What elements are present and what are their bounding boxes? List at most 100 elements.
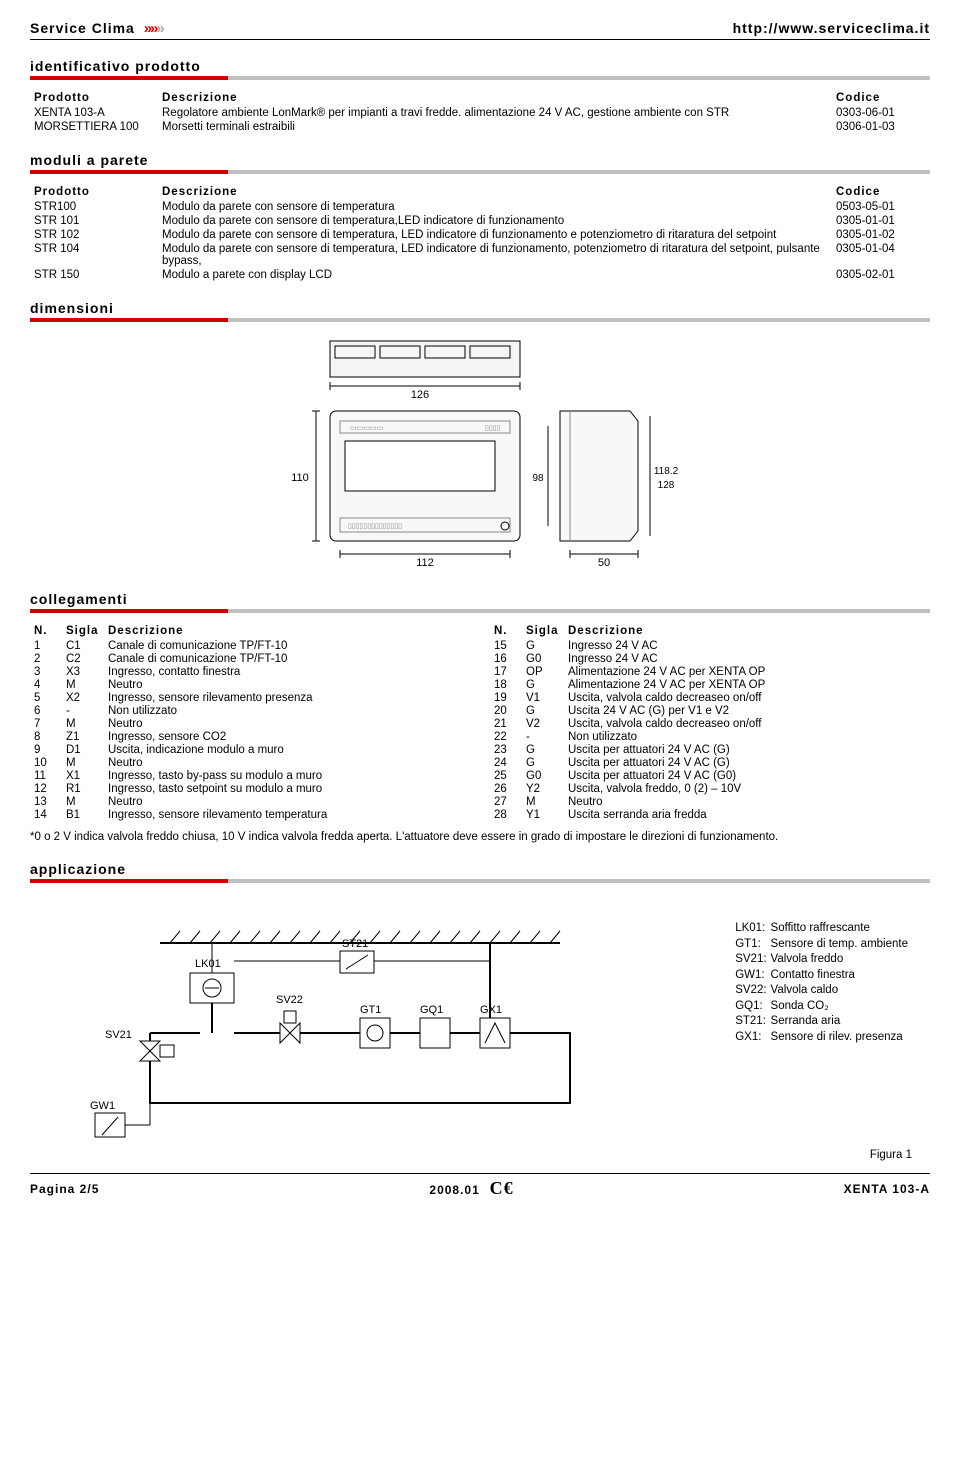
table-row: STR 102Modulo da parete con sensore di t… [30,228,930,242]
dimensions-svg: 126 ▭▭▭▭▭ ▯▯▯▯ ▯▯▯▯▯▯▯▯▯▯▯▯▯▯ 112 110 [280,336,680,566]
table-row: 5X2Ingresso, sensore rilevamento presenz… [30,691,470,704]
page-header: Service Clima »»» http://www.serviceclim… [30,20,930,37]
table-row: 24GUscita per attuatori 24 V AC (G) [490,756,930,769]
table-row: 8Z1Ingresso, sensore CO2 [30,730,470,743]
footer-page: Pagina 2/5 [30,1182,99,1196]
svg-text:▯▯▯▯▯▯▯▯▯▯▯▯▯▯: ▯▯▯▯▯▯▯▯▯▯▯▯▯▯ [348,523,402,530]
svg-text:GW1: GW1 [90,1100,115,1112]
table-row: 27MNeutro [490,795,930,808]
table-row: 18GAlimentazione 24 V AC per XENTA OP [490,678,930,691]
collegamenti-left: N.SiglaDescrizione 1C1Canale di comunica… [30,623,470,821]
ce-icon: C€ [484,1178,514,1198]
table-row: 28Y1Uscita serranda aria fredda [490,808,930,821]
table-row: STR 104Modulo da parete con sensore di t… [30,242,930,268]
footer-date: 2008.01 [429,1183,479,1197]
legend-row: GT1:Sensore di temp. ambiente [735,937,912,953]
legend-row: LK01:Soffitto raffrescante [735,921,912,937]
col-header: Codice [832,90,930,106]
svg-text:50: 50 [598,557,610,566]
section-collegamenti-title: collegamenti [30,591,930,607]
svg-text:SV22: SV22 [276,994,303,1006]
section-underline [30,170,930,174]
svg-text:GX1: GX1 [480,1004,502,1016]
application-diagram: LK01 SV21 SV22 GT1 [30,903,930,1163]
section-dimensioni-title: dimensioni [30,300,930,316]
svg-text:GQ1: GQ1 [420,1004,443,1016]
col-header: Descrizione [158,90,832,106]
header-url: http://www.serviceclima.it [733,20,930,36]
application-legend: LK01:Soffitto raffrescanteGT1:Sensore di… [735,921,912,1045]
table-row: 21V2Uscita, valvola caldo decreaseo on/o… [490,717,930,730]
section-underline [30,318,930,322]
header-divider [30,39,930,40]
table-row: STR 150Modulo a parete con display LCD03… [30,268,930,282]
ident-table: Prodotto Descrizione Codice XENTA 103-A … [30,90,930,134]
svg-text:126: 126 [411,389,429,401]
dimensions-diagram: 126 ▭▭▭▭▭ ▯▯▯▯ ▯▯▯▯▯▯▯▯▯▯▯▯▯▯ 112 110 [30,336,930,571]
table-row: 22-Non utilizzato [490,730,930,743]
legend-row: ST21:Serranda aria [735,1014,912,1030]
table-row: 9D1Uscita, indicazione modulo a muro [30,743,470,756]
svg-text:ST21: ST21 [342,938,368,950]
moduli-table: Prodotto Descrizione Codice STR100Modulo… [30,184,930,282]
svg-text:SV21: SV21 [105,1029,132,1041]
table-row: 20GUscita 24 V AC (G) per V1 e V2 [490,704,930,717]
section-underline [30,76,930,80]
brand: Service Clima »»» [30,20,163,37]
application-svg: LK01 SV21 SV22 GT1 [30,903,680,1163]
col-header: Descrizione [158,184,832,200]
table-row: 6-Non utilizzato [30,704,470,717]
table-row: 13MNeutro [30,795,470,808]
svg-text:▯▯▯▯: ▯▯▯▯ [485,425,501,432]
table-row: 10MNeutro [30,756,470,769]
collegamenti-right: N.SiglaDescrizione 15GIngresso 24 V AC16… [490,623,930,821]
section-underline [30,609,930,613]
svg-text:118.2: 118.2 [654,466,679,477]
svg-text:GT1: GT1 [360,1004,381,1016]
svg-text:98: 98 [532,473,544,484]
table-row: 14B1Ingresso, sensore rilevamento temper… [30,808,470,821]
col-header: Codice [832,184,930,200]
sv22-valve: SV22 [276,994,303,1043]
table-row: 11X1Ingresso, tasto by-pass su modulo a … [30,769,470,782]
legend-row: GQ1:Sonda CO₂ [735,999,912,1015]
table-row: 2C2Canale di comunicazione TP/FT-10 [30,652,470,665]
legend-row: SV21:Valvola freddo [735,952,912,968]
table-row: 17OPAlimentazione 24 V AC per XENTA OP [490,665,930,678]
svg-text:110: 110 [291,472,309,484]
footer-model: XENTA 103-A [844,1182,930,1196]
legend-row: GW1:Contatto finestra [735,968,912,984]
table-row: 7MNeutro [30,717,470,730]
table-row: MORSETTIERA 100 Morsetti terminali estra… [30,120,930,134]
section-moduli-title: moduli a parete [30,152,930,168]
table-row: 16G0Ingresso 24 V AC [490,652,930,665]
table-row: 1C1Canale di comunicazione TP/FT-10 [30,639,470,652]
svg-text:▭▭▭▭▭: ▭▭▭▭▭ [350,425,383,432]
page-footer: Pagina 2/5 2008.01 C€ XENTA 103-A [30,1173,930,1199]
chevrons-icon: »»» [144,20,163,37]
col-header: Prodotto [30,90,158,106]
table-row: 15GIngresso 24 V AC [490,639,930,652]
svg-text:112: 112 [416,557,434,566]
section-ident-title: identificativo prodotto [30,58,930,74]
section-underline [30,879,930,883]
table-row: 26Y2Uscita, valvola freddo, 0 (2) – 10V [490,782,930,795]
brand-text: Service Clima [30,20,135,36]
col-header: Prodotto [30,184,158,200]
section-applicazione-title: applicazione [30,861,930,877]
svg-text:LK01: LK01 [195,958,221,970]
legend-table: LK01:Soffitto raffrescanteGT1:Sensore di… [735,921,912,1045]
table-row: 12R1Ingresso, tasto setpoint su modulo a… [30,782,470,795]
collegamenti-tables: N.SiglaDescrizione 1C1Canale di comunica… [30,623,930,821]
footnote: *0 o 2 V indica valvola freddo chiusa, 1… [30,831,930,843]
legend-row: GX1:Sensore di rilev. presenza [735,1030,912,1046]
table-row: STR 101Modulo da parete con sensore di t… [30,214,930,228]
legend-row: SV22:Valvola caldo [735,983,912,999]
table-row: 4MNeutro [30,678,470,691]
table-row: 23GUscita per attuatori 24 V AC (G) [490,743,930,756]
figure-label: Figura 1 [870,1149,912,1161]
table-row: 3X3Ingresso, contatto finestra [30,665,470,678]
table-row: 19V1Uscita, valvola caldo decreaseo on/o… [490,691,930,704]
table-row: XENTA 103-A Regolatore ambiente LonMark®… [30,106,930,120]
table-row: STR100Modulo da parete con sensore di te… [30,200,930,214]
